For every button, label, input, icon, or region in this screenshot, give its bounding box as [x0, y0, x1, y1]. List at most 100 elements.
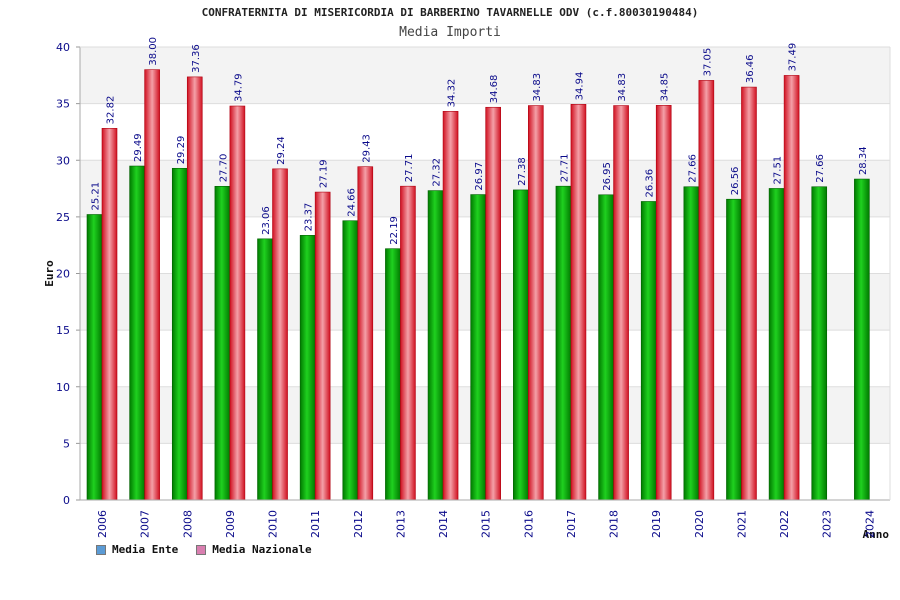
bar-nazionale-2020 [698, 80, 715, 501]
data-label-nazionale-2019: 34.85 [660, 73, 671, 102]
data-label-nazionale-2006: 32.82 [106, 96, 117, 125]
data-label-nazionale-2016: 34.83 [532, 73, 543, 102]
y-tick-label: 20 [56, 268, 70, 281]
data-label-ente-2008: 29.29 [176, 136, 187, 165]
bar-nazionale-2019 [655, 105, 672, 501]
x-tick-label-2020: 2020 [693, 510, 706, 538]
bar-ente-2020 [683, 186, 700, 501]
bar-nazionale-2017 [570, 104, 587, 501]
bar-nazionale-2006 [101, 128, 118, 501]
bar-ente-2017 [555, 185, 572, 501]
x-tick-label-2006: 2006 [96, 510, 109, 538]
bar-nazionale-2007 [144, 69, 160, 501]
data-label-ente-2014: 27.32 [432, 158, 443, 187]
y-tick-label: 30 [56, 154, 70, 167]
bar-nazionale-2014 [442, 111, 459, 501]
x-tick-label-2018: 2018 [608, 510, 621, 538]
x-tick-label-2015: 2015 [480, 510, 493, 538]
y-tick-label: 15 [56, 324, 70, 337]
x-tick-label-2014: 2014 [437, 510, 450, 538]
x-tick-label-2024: 2024 [863, 510, 876, 538]
x-tick-label-2009: 2009 [224, 510, 237, 538]
data-label-nazionale-2015: 34.68 [489, 75, 500, 104]
bar-nazionale-2012 [357, 166, 374, 501]
x-tick-label-2023: 2023 [821, 510, 834, 538]
data-label-ente-2012: 24.66 [346, 188, 357, 217]
data-label-ente-2019: 26.36 [645, 169, 656, 198]
legend-swatch-ente [96, 544, 106, 555]
data-label-ente-2015: 26.97 [474, 162, 485, 191]
x-tick-label-2010: 2010 [267, 510, 280, 538]
data-label-ente-2017: 27.71 [559, 154, 570, 183]
data-label-nazionale-2013: 27.71 [404, 154, 415, 183]
x-tick-label-2011: 2011 [309, 510, 322, 538]
data-label-ente-2024: 28.34 [858, 146, 869, 175]
data-label-ente-2018: 26.95 [602, 162, 613, 191]
bar-ente-2018 [598, 194, 614, 501]
bar-nazionale-2009 [229, 105, 246, 501]
y-tick-label: 10 [56, 381, 70, 394]
data-label-nazionale-2014: 34.32 [447, 79, 458, 108]
bar-ente-2021 [726, 198, 742, 501]
data-label-ente-2006: 25.21 [91, 182, 102, 211]
bar-ente-2007 [129, 165, 145, 501]
y-tick-label: 5 [63, 437, 70, 450]
chart-subtitle: Media Importi [399, 25, 501, 40]
bar-ente-2008 [171, 167, 188, 501]
bar-ente-2012 [342, 220, 359, 501]
data-label-ente-2022: 27.51 [773, 156, 784, 185]
bar-ente-2023 [811, 186, 828, 501]
data-label-ente-2013: 22.19 [389, 216, 400, 245]
bar-nazionale-2021 [741, 86, 757, 501]
bar-nazionale-2015 [485, 106, 501, 501]
data-label-nazionale-2010: 29.24 [276, 136, 287, 165]
data-label-ente-2009: 27.70 [218, 154, 229, 183]
x-tick-label-2022: 2022 [778, 510, 791, 538]
bar-ente-2011 [299, 235, 316, 501]
y-tick-label: 0 [63, 494, 70, 507]
data-label-ente-2010: 23.06 [261, 206, 272, 235]
legend-swatch-nazionale [196, 544, 207, 555]
bar-ente-2016 [513, 189, 529, 501]
data-label-ente-2011: 23.37 [304, 203, 315, 232]
data-label-nazionale-2018: 34.83 [617, 73, 628, 102]
bar-ente-2014 [427, 190, 444, 501]
data-label-nazionale-2022: 37.49 [788, 43, 799, 72]
x-tick-label-2013: 2013 [394, 510, 407, 538]
data-label-ente-2007: 29.49 [133, 133, 144, 162]
y-tick-label: 35 [56, 98, 70, 111]
legend-label-nazionale: Media Nazionale [212, 543, 312, 556]
data-label-nazionale-2021: 36.46 [745, 54, 756, 83]
bar-ente-2019 [640, 201, 657, 501]
bar-nazionale-2016 [528, 105, 544, 501]
x-tick-label-2008: 2008 [181, 510, 194, 538]
bar-nazionale-2010 [272, 168, 288, 501]
legend-label-ente: Media Ente [112, 543, 179, 556]
data-label-nazionale-2007: 38.00 [148, 37, 159, 66]
x-tick-label-2017: 2017 [565, 510, 578, 538]
data-label-nazionale-2020: 37.05 [702, 48, 713, 77]
data-label-ente-2021: 26.56 [730, 167, 741, 196]
y-tick-label: 40 [56, 41, 70, 54]
x-tick-label-2021: 2021 [735, 510, 748, 538]
bar-nazionale-2022 [783, 75, 800, 501]
y-tick-label: 25 [56, 211, 70, 224]
data-label-nazionale-2012: 29.43 [361, 134, 372, 163]
x-tick-label-2012: 2012 [352, 510, 365, 538]
chart-title: CONFRATERNITA DI MISERICORDIA DI BARBERI… [201, 6, 699, 19]
x-tick-label-2007: 2007 [139, 510, 152, 538]
bar-nazionale-2011 [314, 191, 331, 501]
legend-item-nazionale: Media Nazionale [196, 543, 312, 556]
x-axis-title: Anno [863, 528, 890, 541]
bar-ente-2022 [768, 188, 785, 501]
data-label-nazionale-2008: 37.36 [191, 44, 202, 73]
y-axis-title: Euro [43, 260, 56, 287]
bar-ente-2009 [214, 185, 231, 501]
x-tick-label-2019: 2019 [650, 510, 663, 538]
data-label-nazionale-2009: 34.79 [233, 73, 244, 102]
bar-ente-2015 [470, 194, 486, 501]
data-label-ente-2023: 27.66 [815, 154, 826, 183]
data-label-ente-2020: 27.66 [687, 154, 698, 183]
data-label-ente-2016: 27.38 [517, 157, 528, 186]
